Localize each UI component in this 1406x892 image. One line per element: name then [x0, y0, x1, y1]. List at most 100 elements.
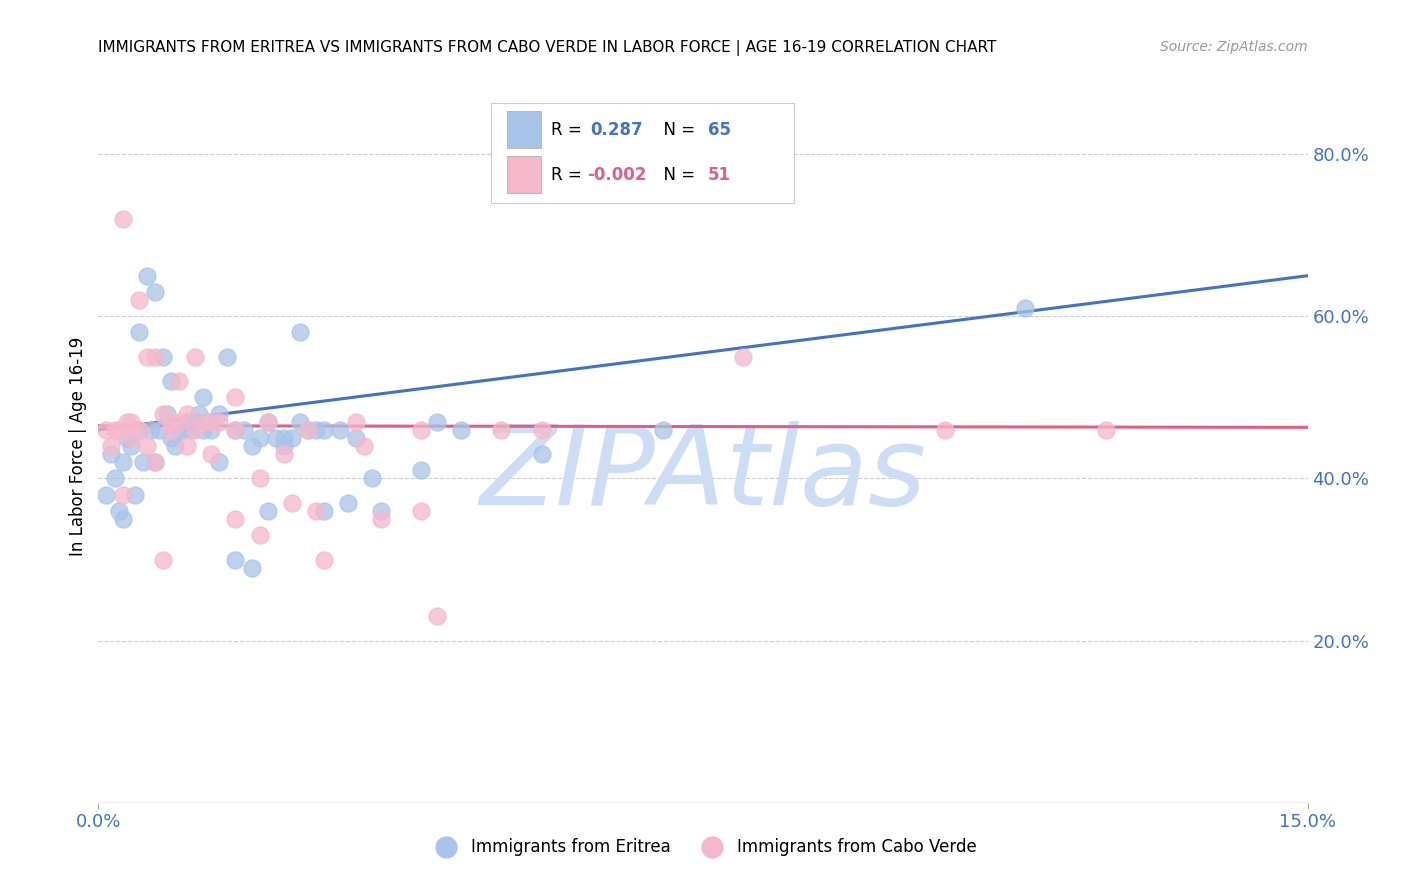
Point — [200, 423, 222, 437]
Text: IMMIGRANTS FROM ERITREA VS IMMIGRANTS FROM CABO VERDE IN LABOR FORCE | AGE 16-19: IMMIGRANTS FROM ERITREA VS IMMIGRANTS FR… — [98, 40, 997, 56]
Point — [176, 407, 198, 421]
Text: 0.287: 0.287 — [591, 121, 643, 139]
Point — [232, 423, 254, 437]
Point — [167, 415, 190, 429]
Point — [651, 423, 673, 437]
Point — [530, 447, 553, 461]
Point — [96, 488, 118, 502]
Point — [297, 423, 319, 437]
Point — [132, 455, 155, 469]
Point — [337, 496, 360, 510]
Point — [491, 423, 513, 437]
Text: 65: 65 — [707, 121, 731, 139]
Point — [1014, 301, 1036, 315]
Legend: Immigrants from Eritrea, Immigrants from Cabo Verde: Immigrants from Eritrea, Immigrants from… — [422, 831, 984, 863]
Point — [152, 407, 174, 421]
FancyBboxPatch shape — [492, 103, 793, 203]
Point — [103, 471, 125, 485]
Point — [111, 488, 134, 502]
Point — [256, 415, 278, 429]
Point — [188, 407, 211, 421]
Point — [370, 512, 392, 526]
Point — [120, 439, 142, 453]
Text: N =: N = — [654, 166, 700, 184]
Point — [200, 447, 222, 461]
Point — [143, 455, 166, 469]
Point — [103, 423, 125, 437]
Point — [100, 439, 122, 453]
Point — [240, 560, 263, 574]
Point — [128, 326, 150, 340]
Point — [249, 471, 271, 485]
Point — [344, 415, 367, 429]
Point — [152, 552, 174, 566]
Point — [224, 512, 246, 526]
Point — [281, 496, 304, 510]
Point — [208, 407, 231, 421]
Point — [314, 423, 336, 437]
Point — [288, 326, 311, 340]
Point — [249, 431, 271, 445]
Point — [934, 423, 956, 437]
Point — [139, 423, 162, 437]
Point — [273, 431, 295, 445]
Point — [176, 439, 198, 453]
Point — [530, 423, 553, 437]
Point — [143, 455, 166, 469]
Point — [115, 431, 138, 445]
Point — [120, 431, 142, 445]
Point — [107, 504, 129, 518]
Point — [200, 415, 222, 429]
Point — [163, 439, 186, 453]
Point — [256, 415, 278, 429]
Point — [128, 423, 150, 437]
Point — [160, 415, 183, 429]
Point — [96, 423, 118, 437]
Point — [128, 423, 150, 437]
Point — [409, 504, 432, 518]
Point — [184, 350, 207, 364]
Point — [305, 423, 328, 437]
Point — [135, 268, 157, 283]
Point — [143, 285, 166, 299]
Point — [128, 293, 150, 307]
Point — [264, 431, 287, 445]
Point — [353, 439, 375, 453]
Point — [256, 504, 278, 518]
Point — [288, 415, 311, 429]
Point — [314, 552, 336, 566]
Point — [1095, 423, 1118, 437]
Point — [135, 439, 157, 453]
Point — [111, 211, 134, 226]
Point — [305, 504, 328, 518]
Point — [733, 350, 755, 364]
Point — [100, 447, 122, 461]
Point — [124, 488, 146, 502]
Text: R =: R = — [551, 166, 586, 184]
Point — [329, 423, 352, 437]
Text: 51: 51 — [707, 166, 731, 184]
Point — [281, 431, 304, 445]
Point — [409, 463, 432, 477]
Point — [240, 439, 263, 453]
Point — [115, 415, 138, 429]
Point — [426, 609, 449, 624]
Text: N =: N = — [654, 121, 700, 139]
Point — [135, 350, 157, 364]
Text: Source: ZipAtlas.com: Source: ZipAtlas.com — [1160, 40, 1308, 54]
Point — [370, 504, 392, 518]
Point — [172, 423, 194, 437]
Point — [180, 423, 202, 437]
Point — [160, 423, 183, 437]
Point — [143, 350, 166, 364]
Point — [361, 471, 384, 485]
Point — [249, 528, 271, 542]
Point — [184, 415, 207, 429]
FancyBboxPatch shape — [508, 156, 541, 194]
Point — [156, 407, 179, 421]
Point — [195, 415, 218, 429]
Text: -0.002: -0.002 — [586, 166, 647, 184]
Point — [426, 415, 449, 429]
Point — [160, 431, 183, 445]
Point — [167, 374, 190, 388]
